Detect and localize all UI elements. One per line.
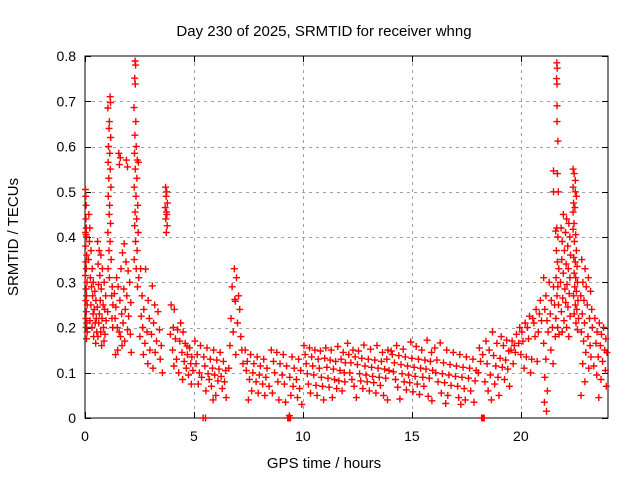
y-tick-label: 0.5 [57,184,77,200]
x-tick-label: 20 [513,428,529,444]
y-tick-label: 0 [68,410,76,426]
axis-tick-labels: 0 5 10 15 20 0 0.1 0.2 0.3 0.4 0.5 0.6 0.7 0.8 [57,48,529,444]
x-tick-label: 0 [81,428,89,444]
x-axis-label: GPS time / hours [267,455,381,472]
y-tick-label: 0.4 [57,229,77,245]
y-tick-label: 0.2 [57,320,77,336]
chart-title: Day 230 of 2025, SRMTID for receiver whn… [176,23,471,40]
y-tick-label: 0.3 [57,274,77,290]
y-tick-label: 0.7 [57,93,77,109]
y-axis-label: SRMTID / TECUs [5,178,22,296]
scatter-plus-markers [81,57,611,422]
y-tick-label: 0.8 [57,48,77,64]
x-tick-label: 10 [295,428,311,444]
x-tick-label: 5 [190,428,198,444]
y-tick-label: 0.6 [57,139,77,155]
x-tick-label: 15 [404,428,420,444]
data-points [81,57,611,422]
y-tick-label: 0.1 [57,365,77,381]
